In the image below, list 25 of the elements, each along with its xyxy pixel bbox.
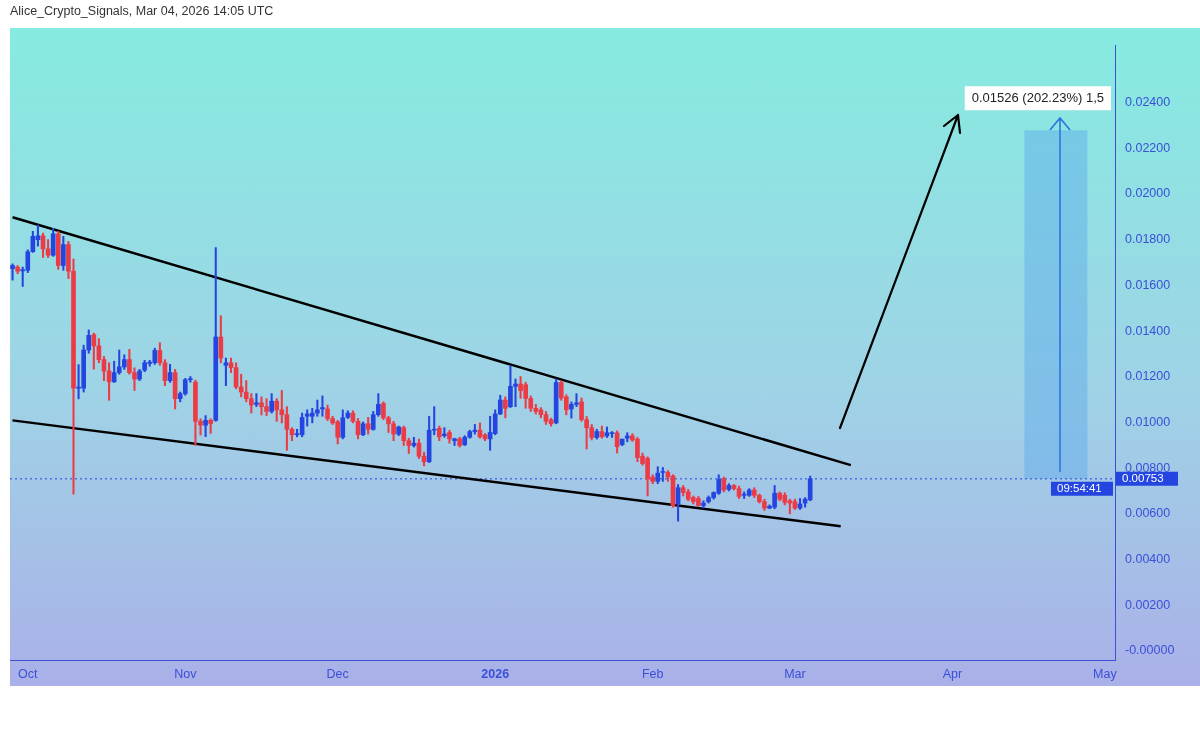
y-tick-label: 0.00600 — [1125, 506, 1171, 521]
x-tick-label: Dec — [326, 666, 349, 681]
x-tick-label: Nov — [174, 666, 198, 681]
x-tick-label: May — [1093, 666, 1118, 681]
x-tick-label: Apr — [942, 666, 963, 681]
y-tick-label: 0.01200 — [1125, 369, 1171, 384]
y-tick-label: 0.01400 — [1125, 323, 1171, 338]
ref-line-label: 0.00753 — [1122, 472, 1164, 485]
y-tick-label: 0.02400 — [1125, 95, 1171, 110]
x-tick-label: Feb — [641, 666, 664, 681]
y-tick-label: 0.01600 — [1125, 277, 1171, 292]
x-tick-label: Mar — [784, 666, 806, 681]
y-tick-label: -0.00000 — [1125, 643, 1175, 658]
band-label: 0.01526 (202.23%) 1,5 — [971, 89, 1105, 105]
y-tick-label: 0.00200 — [1125, 597, 1171, 612]
y-tick-label: 0.00400 — [1125, 551, 1171, 566]
y-tick-label: 0.02000 — [1125, 186, 1171, 201]
chart-title: Alice_Crypto_Signals, Mar 04, 2026 14:05 UTC — [10, 4, 274, 18]
y-tick-label: 0.01000 — [1125, 414, 1171, 429]
x-tick-label: 2026 — [481, 666, 510, 681]
y-tick-label: 0.00800 — [1125, 460, 1171, 475]
y-tick-label: 0.01800 — [1125, 232, 1171, 247]
x-tick-label: Oct — [18, 666, 39, 681]
annotation: 09:54:41 — [1057, 482, 1102, 495]
y-tick-label: 0.02200 — [1125, 140, 1171, 155]
